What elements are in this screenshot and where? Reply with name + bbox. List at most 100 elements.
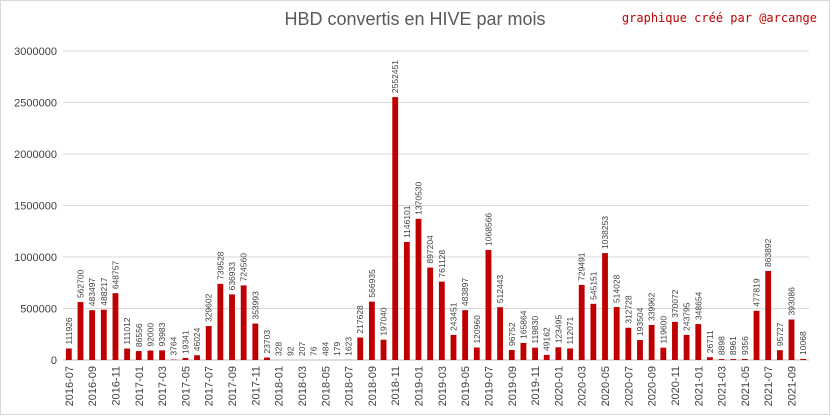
bar (217, 283, 224, 360)
bar (567, 348, 573, 360)
bar (730, 359, 737, 360)
data-label: 197040 (379, 307, 389, 336)
y-tick-label: 2000000 (14, 149, 57, 161)
bar (532, 347, 538, 360)
bar (613, 307, 620, 360)
bar (100, 309, 107, 360)
bar (252, 323, 259, 360)
bar (683, 334, 690, 360)
data-label: 348654 (693, 291, 703, 320)
x-tick-label: 2017-03 (157, 366, 169, 406)
data-label: 119600 (658, 316, 668, 344)
bar (147, 350, 154, 360)
bar (450, 334, 457, 360)
bar (520, 342, 527, 360)
bar (240, 285, 247, 360)
bar (194, 355, 200, 360)
x-tick-label: 2017-07 (204, 366, 216, 406)
data-label: 724560 (239, 253, 249, 282)
bar (462, 310, 469, 360)
bar (205, 326, 212, 360)
y-tick-label: 2500000 (14, 98, 57, 110)
x-tick-label: 2016-07 (64, 366, 76, 406)
data-label: 76 (309, 346, 319, 356)
x-tick-label: 2019-09 (507, 366, 519, 406)
bar (403, 241, 410, 360)
data-label: 488217 (99, 277, 109, 306)
bar (788, 319, 795, 360)
bar (590, 303, 597, 360)
data-label: 1068566 (483, 213, 493, 246)
bar (438, 281, 445, 360)
bar (124, 348, 131, 360)
data-label: 243795 (682, 302, 692, 331)
data-label: 636933 (227, 262, 237, 291)
data-label: 93983 (157, 322, 167, 346)
data-label: 729491 (577, 252, 587, 281)
x-tick-label: 2020-01 (553, 366, 565, 406)
data-label: 217628 (355, 305, 365, 334)
bar (625, 327, 632, 360)
data-label: 120960 (472, 315, 482, 344)
bar (672, 321, 678, 360)
x-tick-label: 2020-03 (577, 366, 589, 406)
bar (800, 358, 807, 360)
bar (112, 293, 119, 360)
bar (718, 359, 725, 360)
bar (753, 310, 760, 360)
chart-title: HBD convertis en HIVE par mois (284, 9, 546, 29)
data-label: 761128 (437, 250, 447, 278)
x-tick-label: 2019-05 (460, 366, 472, 406)
data-label: 339962 (647, 292, 657, 321)
bar (660, 347, 667, 360)
data-label: 92000 (145, 323, 155, 347)
x-tick-label: 2021-09 (787, 366, 799, 406)
bar (89, 310, 96, 360)
data-label: 312728 (623, 295, 633, 324)
bar (380, 339, 387, 360)
data-label: 86556 (134, 323, 144, 347)
x-tick-label: 2019-01 (414, 366, 426, 406)
x-tick-label: 2017-09 (227, 366, 239, 406)
data-label: 112071 (565, 316, 575, 344)
bar (707, 357, 713, 360)
bar (357, 337, 364, 360)
bar (229, 294, 235, 360)
bar (368, 301, 375, 360)
data-label: 96752 (507, 322, 517, 346)
y-tick-label: 1000000 (14, 252, 57, 264)
bar (392, 97, 399, 361)
bar (427, 267, 434, 360)
bar (135, 351, 142, 360)
x-tick-label: 2017-01 (134, 366, 146, 406)
y-tick-label: 3000000 (14, 46, 57, 58)
data-label: 23703 (262, 330, 272, 354)
bar (508, 350, 515, 360)
data-label: 545151 (588, 271, 598, 300)
data-label: 123495 (553, 315, 563, 344)
data-label: 739528 (215, 251, 225, 280)
data-label: 483897 (460, 278, 470, 307)
y-tick-label: 500000 (20, 304, 57, 316)
x-tick-label: 2018-05 (320, 366, 332, 406)
bar (578, 284, 585, 360)
bar (602, 253, 608, 360)
x-tick-label: 2020-11 (670, 366, 682, 406)
data-label: 111926 (64, 317, 74, 344)
data-label: 514028 (612, 274, 622, 303)
bar (765, 271, 772, 360)
data-label: 3764 (169, 336, 179, 355)
x-tick-label: 2021-01 (693, 366, 705, 406)
bar (648, 324, 655, 360)
x-tick-label: 2020-05 (600, 366, 612, 406)
data-label: 8961 (728, 336, 738, 355)
data-label: 119830 (530, 316, 540, 344)
data-label: 1370530 (414, 181, 424, 214)
bar (65, 348, 72, 360)
x-tick-label: 2018-11 (390, 366, 402, 406)
x-tick-label: 2019-07 (483, 366, 495, 406)
bar (264, 357, 270, 360)
data-label: 92 (285, 346, 295, 356)
bar (415, 218, 422, 360)
